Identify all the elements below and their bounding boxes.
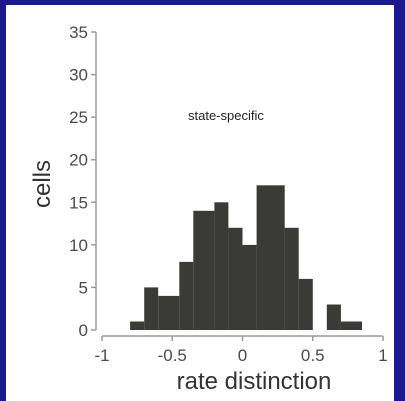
y-tick-label-15: 15	[69, 193, 88, 212]
y-axis-label: cells	[29, 160, 56, 208]
histogram-bar-12	[340, 321, 362, 330]
y-tick-label-20: 20	[69, 151, 88, 170]
histogram-bar-3	[179, 261, 194, 330]
y-axis-ticks: 0 5 10 15 20 25 30 35	[69, 23, 96, 340]
y-tick-label-0: 0	[79, 321, 88, 340]
histogram-bar-11	[326, 304, 341, 330]
histogram-bar-4	[193, 210, 215, 330]
x-axis-label: rate distinction	[177, 368, 332, 395]
histogram-bar-2	[158, 295, 180, 330]
x-tick-label-1: -0.5	[158, 346, 187, 365]
histogram-bar-9	[284, 227, 299, 330]
x-tick-label-0: -1	[94, 346, 109, 365]
histogram-bar-7	[242, 244, 257, 330]
y-tick-label-25: 25	[69, 108, 88, 127]
x-tick-label-3: 0.5	[301, 346, 325, 365]
histogram-chart: 0 5 10 15 20 25 30 35 -1 -0.5 0 0.5 1 state-specifi…	[29, 23, 388, 395]
histogram-bar-8	[256, 185, 285, 330]
histogram-bars	[130, 185, 362, 330]
x-tick-label-2: 0	[238, 346, 247, 365]
histogram-bar-10	[298, 278, 313, 330]
chart-panel: 0 5 10 15 20 25 30 35 -1 -0.5 0 0.5 1 state-specifi…	[6, 5, 394, 401]
y-tick-label-30: 30	[69, 66, 88, 85]
x-tick-label-4: 1	[378, 346, 387, 365]
histogram-bar-1	[144, 287, 159, 330]
histogram-bar-5	[214, 202, 229, 330]
histogram-bar-6	[228, 227, 243, 330]
y-tick-label-5: 5	[79, 278, 88, 297]
histogram-bar-0	[130, 321, 145, 330]
y-tick-label-10: 10	[69, 236, 88, 255]
y-tick-label-35: 35	[69, 23, 88, 42]
annotation-label: state-specific	[188, 108, 264, 123]
x-axis-ticks: -1 -0.5 0 0.5 1	[94, 336, 388, 365]
